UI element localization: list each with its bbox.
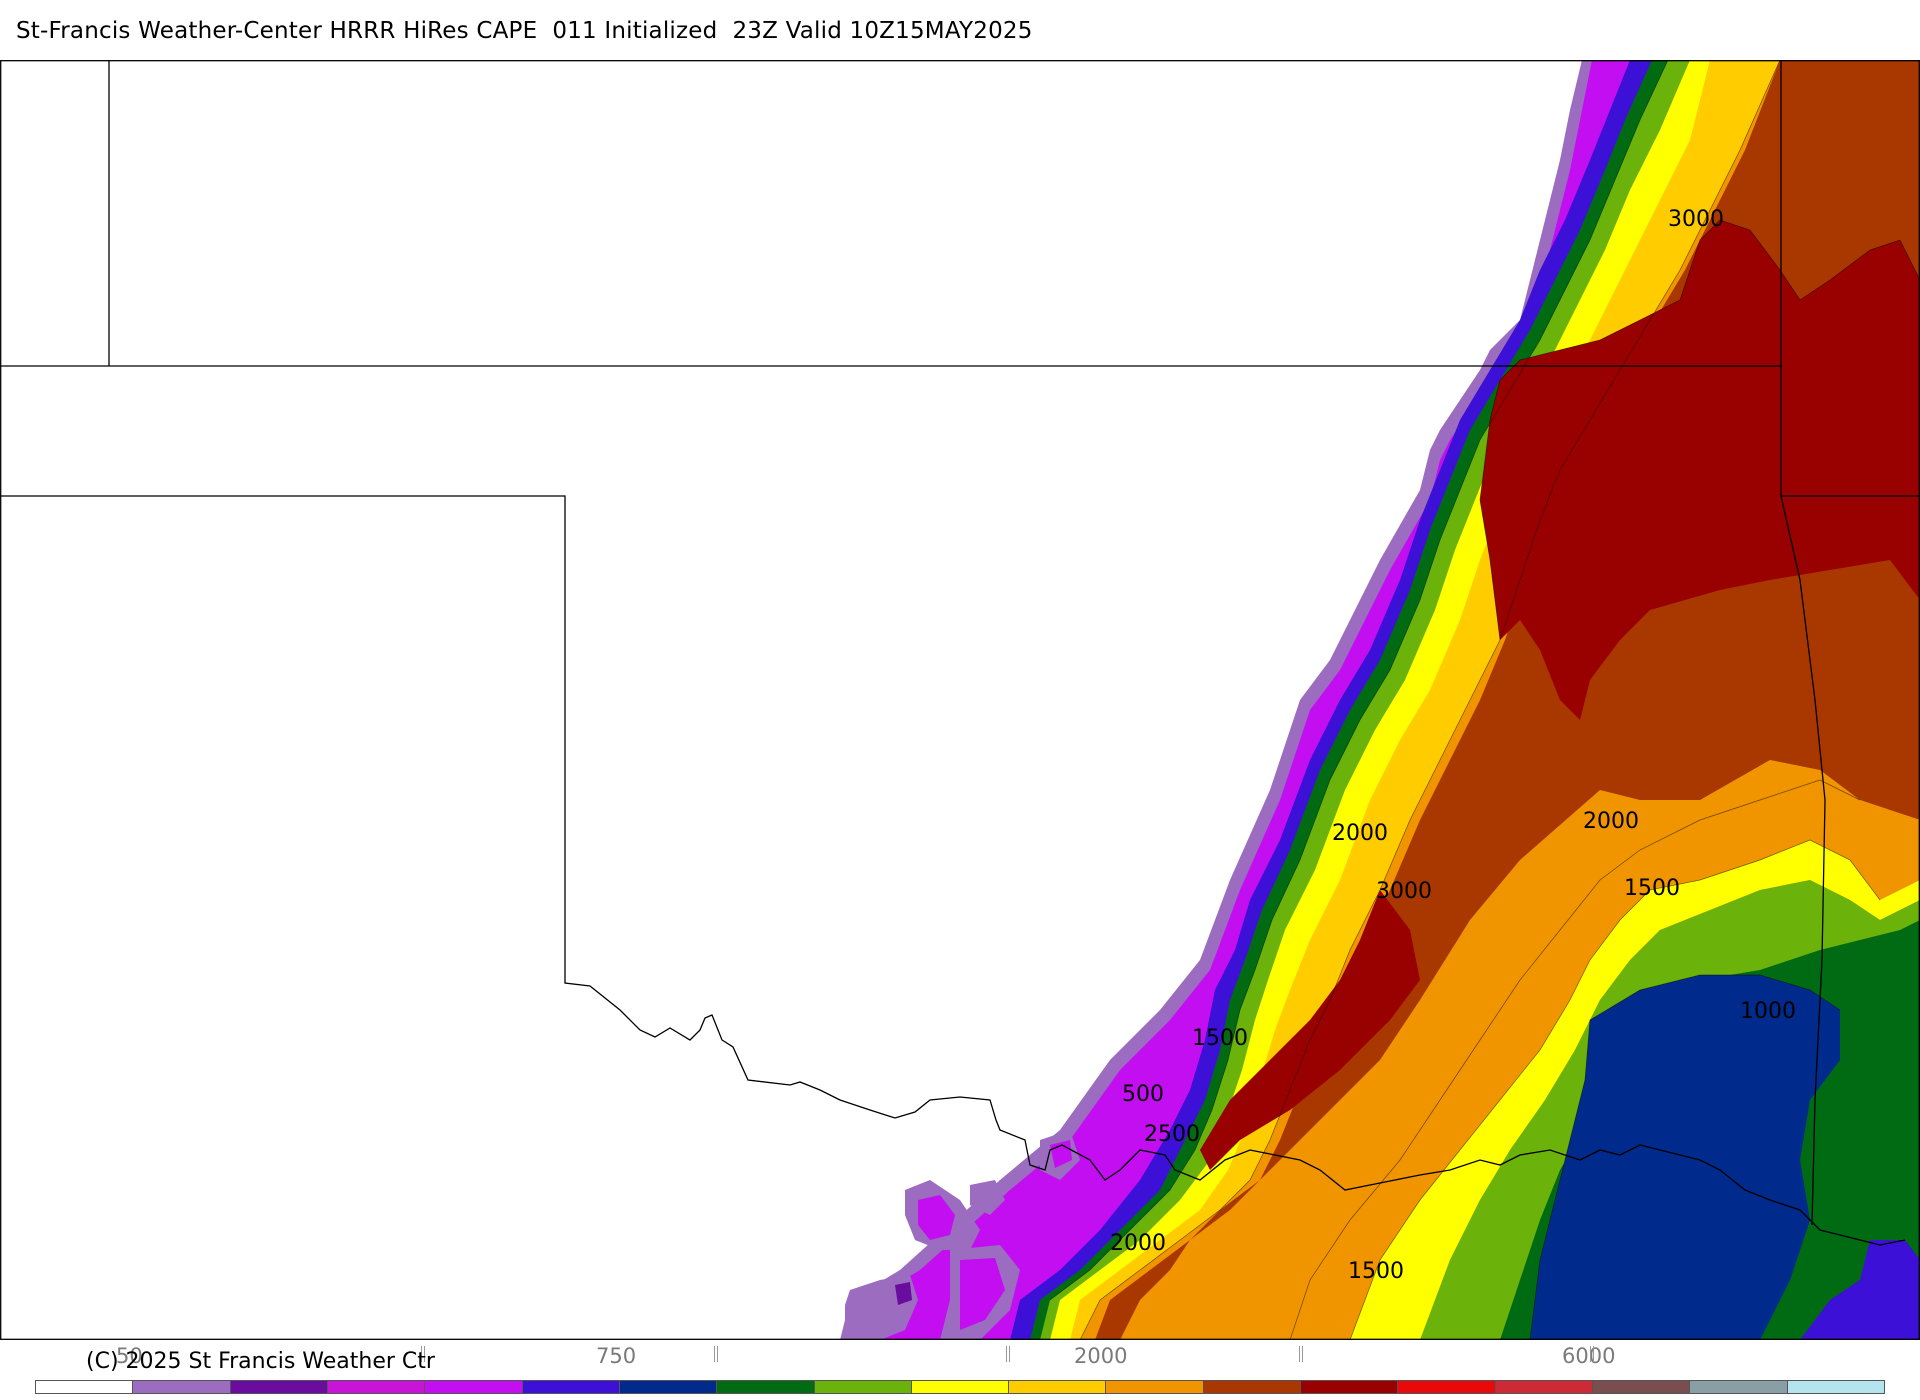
state-borders (0, 60, 1920, 1340)
colorbar-label: 750 (596, 1344, 637, 1368)
map-frame (0, 60, 1920, 1340)
colorbar-swatch (1009, 1381, 1107, 1393)
colorbar-swatch (327, 1381, 426, 1393)
colorbar-tick-marker (1590, 1346, 1594, 1362)
contour-lines (1049, 60, 1920, 1340)
contour-label: 3000 (1376, 879, 1432, 904)
contour-label: 1500 (1192, 1026, 1248, 1051)
contour-label: 500 (1122, 1082, 1164, 1107)
cape-blob-west-1-core (918, 1195, 955, 1240)
contour-1500-west (1049, 60, 1669, 1301)
cape-band-yellow-east (1350, 840, 1920, 1340)
cape-map: 3000 2000 3000 2000 1500 1000 1500 500 2… (0, 60, 1920, 1340)
cape-blob-west-2 (970, 1180, 1005, 1215)
colorbar-swatch (133, 1381, 231, 1393)
colorbar-label: 2000 (1074, 1344, 1128, 1368)
contour-3000-north (1479, 219, 1920, 641)
colorbar-swatch (1787, 1381, 1884, 1393)
contour-label: 2000 (1110, 1231, 1166, 1256)
colorbar-swatch (814, 1381, 912, 1393)
colorbar-swatch (1690, 1381, 1788, 1393)
cape-band-navy-east (1530, 975, 1840, 1340)
border-panhandle (0, 495, 1906, 1246)
cape-band-blue-east (1800, 1240, 1920, 1340)
colorbar-label: 6000 (1562, 1344, 1616, 1368)
cape-blob-west-4-core (960, 1258, 1005, 1330)
colorbar-swatch (522, 1381, 620, 1393)
colorbar-swatch (1398, 1381, 1496, 1393)
contour-label: 1500 (1348, 1259, 1404, 1284)
contour-label: 2000 (1332, 821, 1388, 846)
map-title: St-Francis Weather-Center HRRR HiRes CAP… (16, 18, 1033, 44)
contour-label: 2500 (1144, 1122, 1200, 1147)
cape-blob-west-3-core (895, 1282, 912, 1305)
copyright-text: (C) 2025 St Francis Weather Ctr (86, 1349, 435, 1374)
contour-2000-west (1079, 60, 1781, 1340)
colorbar (35, 1380, 1885, 1394)
colorbar-swatch (1593, 1381, 1691, 1393)
colorbar-tick-marker (1299, 1346, 1303, 1362)
contour-2000-east (1289, 779, 1861, 1340)
cape-band-darkred-south (1200, 890, 1420, 1170)
border-east-diagonal (1780, 495, 1826, 1226)
contour-label: 2000 (1583, 809, 1639, 834)
colorbar-swatch (36, 1381, 134, 1393)
cape-band-darkred (1480, 220, 1920, 720)
colorbar-swatch (1495, 1381, 1593, 1393)
colorbar-swatch (717, 1381, 815, 1393)
colorbar-swatch (1106, 1381, 1204, 1393)
colorbar-swatch (911, 1381, 1010, 1393)
colorbar-tick-marker (714, 1346, 718, 1362)
colorbar-swatch (230, 1381, 328, 1393)
colorbar-tick-marker (421, 1346, 425, 1362)
contour-label: 1500 (1624, 876, 1680, 901)
colorbar-tick-marker (1006, 1346, 1010, 1362)
colorbar-swatch (1301, 1381, 1399, 1393)
contour-label: 1000 (1740, 999, 1796, 1024)
cape-band-orange-east (1290, 780, 1920, 1340)
contour-1000-east (1529, 974, 1841, 1340)
contour-label: 3000 (1668, 207, 1724, 232)
colorbar-label: 50 (116, 1344, 143, 1368)
contour-1500-east (1349, 839, 1881, 1340)
colorbar-swatch (425, 1381, 523, 1393)
colorbar-swatch (619, 1381, 718, 1393)
colorbar-swatch (1203, 1381, 1302, 1393)
